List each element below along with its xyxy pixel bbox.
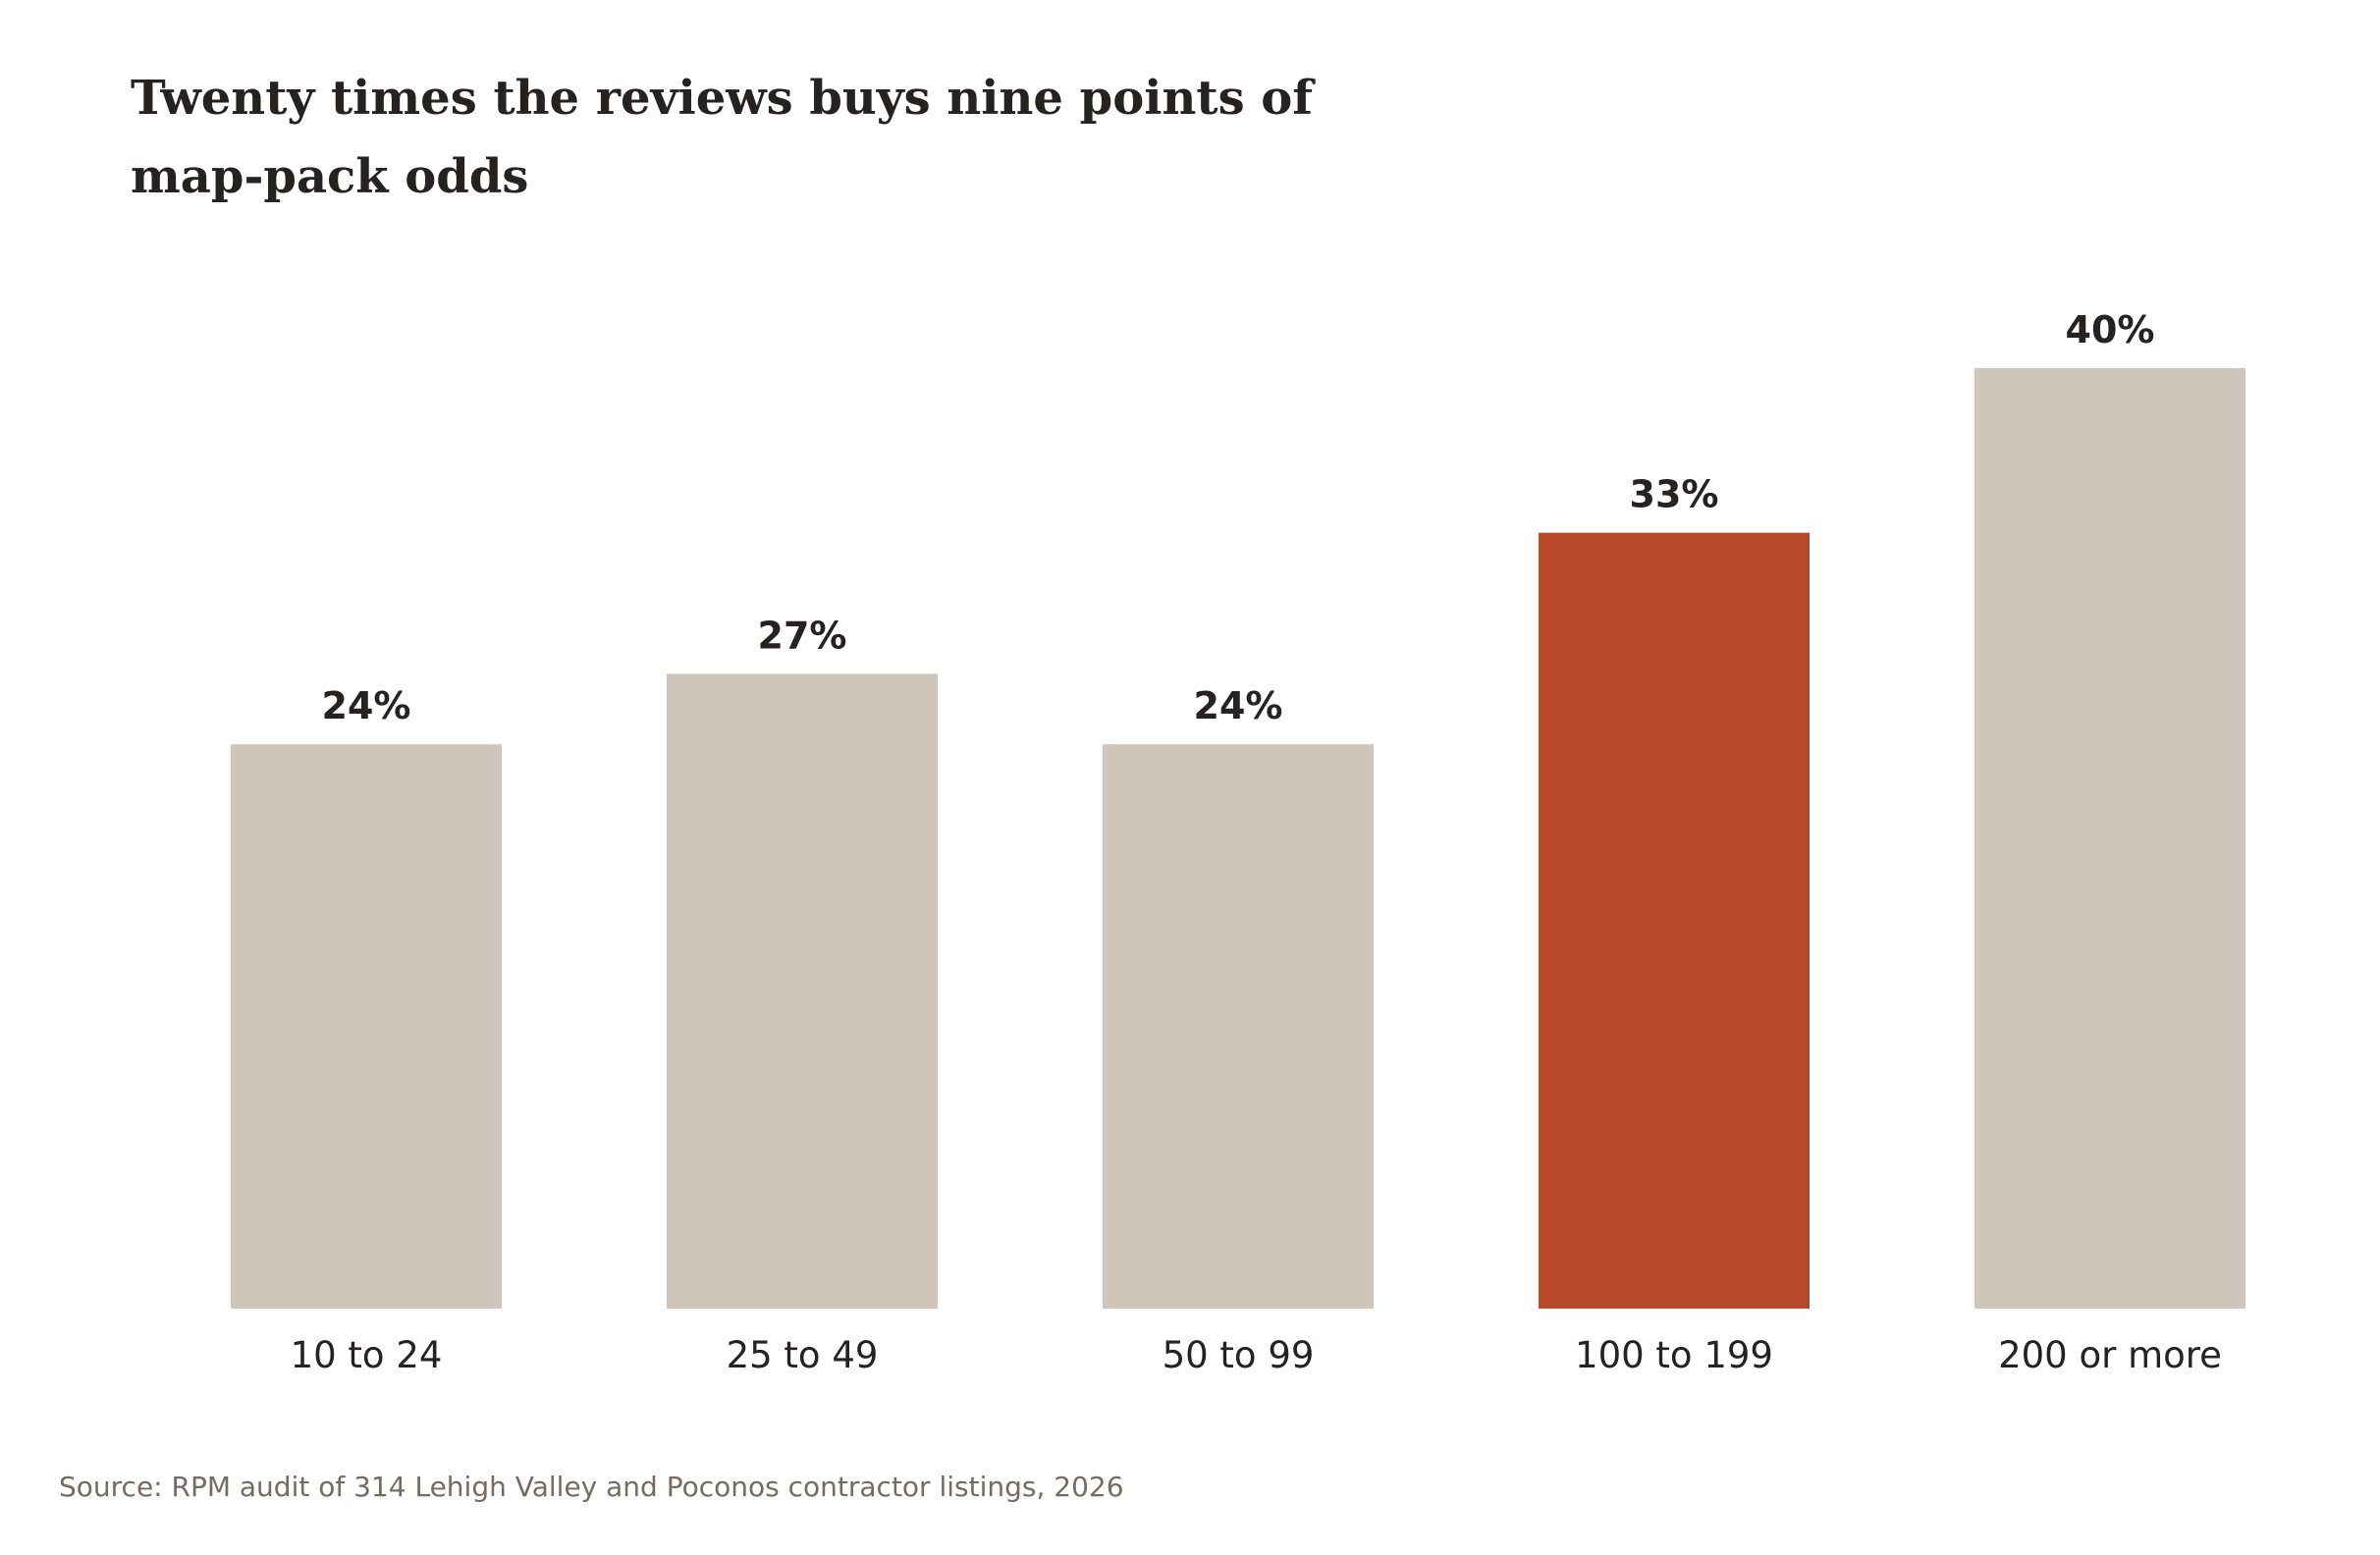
bar-value-label-1: 24% — [322, 684, 411, 727]
bar-5 — [1974, 368, 2245, 1309]
bar-2 — [667, 673, 938, 1309]
bar-value-label-5: 40% — [2066, 308, 2155, 351]
source-note: Source: RPM audit of 314 Lehigh Valley a… — [59, 1471, 1124, 1503]
bar-4 — [1539, 532, 1810, 1309]
bar-value-label-4: 33% — [1630, 473, 1719, 516]
bar-3 — [1103, 744, 1374, 1309]
x-tick-label-4: 100 to 199 — [1575, 1334, 1773, 1376]
bar-value-label-3: 24% — [1194, 684, 1283, 727]
bars-layer — [231, 368, 2245, 1309]
x-axis-tick-labels: 10 to 24 25 to 49 50 to 99 100 to 199 200 or… — [291, 1334, 2222, 1376]
value-labels-layer: 24% 27% 24% 33% 40% — [322, 308, 2155, 727]
x-tick-label-2: 25 to 49 — [727, 1334, 879, 1376]
bar-value-label-2: 27% — [758, 614, 847, 657]
chart-title: Twenty times the reviews buys nine point… — [131, 71, 1313, 204]
x-tick-label-5: 200 or more — [1998, 1334, 2222, 1376]
x-tick-label-1: 10 to 24 — [291, 1334, 443, 1376]
x-tick-label-3: 50 to 99 — [1163, 1334, 1315, 1376]
bar-1 — [231, 744, 502, 1309]
